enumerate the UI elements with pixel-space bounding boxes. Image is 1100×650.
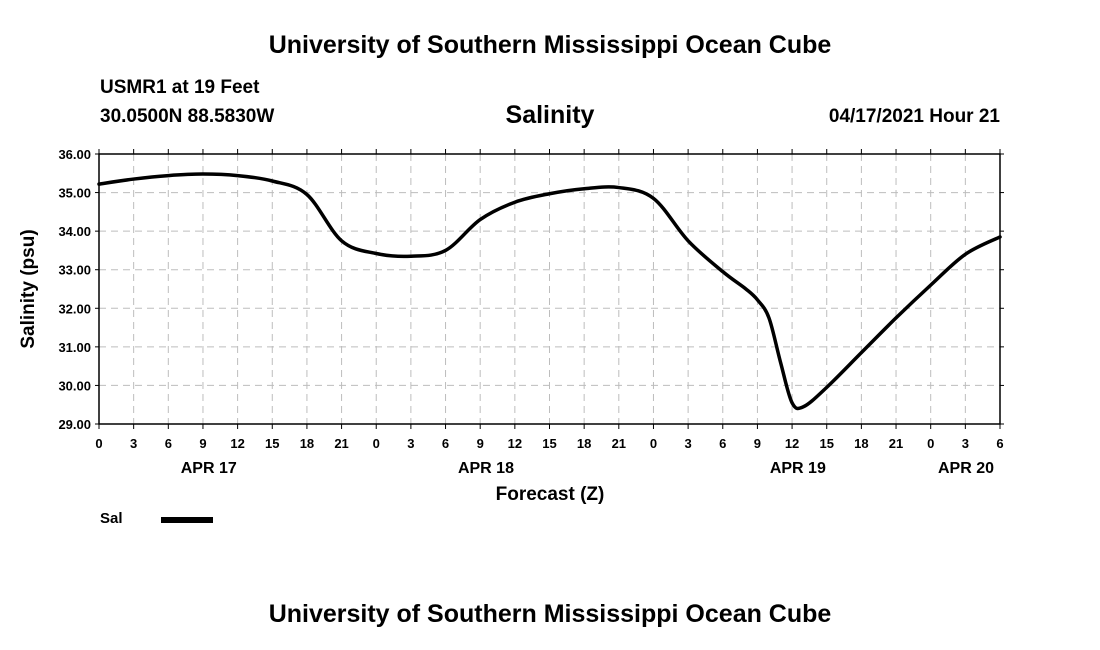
x-tick-label: 18 bbox=[300, 436, 314, 451]
x-tick-label: 0 bbox=[373, 436, 380, 451]
tick-labels: 29.00 30.00 31.00 32.00 33.00 34.00 35.00 36.00… bbox=[58, 147, 1003, 477]
x-tick-label: 3 bbox=[407, 436, 414, 451]
footer-title: University of Southern Mississippi Ocean… bbox=[268, 600, 832, 628]
x-tick-label: 0 bbox=[927, 436, 934, 451]
y-tick-label: 31.00 bbox=[58, 340, 91, 355]
x-tick-label: 18 bbox=[577, 436, 591, 451]
x-tick-label: 0 bbox=[95, 436, 102, 451]
day-label: APR 17 bbox=[181, 460, 237, 477]
x-tick-label: 15 bbox=[542, 436, 556, 451]
legend-swatch bbox=[161, 517, 213, 523]
page-title: University of Southern Mississippi Ocean… bbox=[268, 31, 832, 59]
station-label: USMR1 at 19 Feet bbox=[100, 77, 260, 98]
plot-frame bbox=[98, 153, 1001, 425]
x-tick-label: 15 bbox=[265, 436, 279, 451]
y-tick-label: 32.00 bbox=[58, 301, 91, 316]
x-tick-label: 12 bbox=[508, 436, 522, 451]
y-axis-label: Salinity (psu) bbox=[18, 229, 39, 348]
x-tick-label: 21 bbox=[612, 436, 626, 451]
x-tick-label: 21 bbox=[889, 436, 903, 451]
y-tick-label: 34.00 bbox=[58, 224, 91, 239]
x-tick-label: 3 bbox=[684, 436, 691, 451]
valid-time-label: 04/17/2021 Hour 21 bbox=[828, 106, 1000, 127]
series-line-sal bbox=[97, 172, 1002, 411]
day-label: APR 20 bbox=[938, 460, 994, 477]
x-tick-label: 9 bbox=[477, 436, 484, 451]
y-tick-label: 33.00 bbox=[58, 263, 91, 278]
x-tick-label: 6 bbox=[996, 436, 1003, 451]
grid-lines bbox=[99, 154, 1000, 424]
day-label: APR 19 bbox=[770, 460, 826, 477]
x-tick-label: 21 bbox=[334, 436, 348, 451]
x-tick-label: 6 bbox=[165, 436, 172, 451]
y-tick-label: 35.00 bbox=[58, 186, 91, 201]
x-tick-label: 6 bbox=[719, 436, 726, 451]
x-tick-label: 15 bbox=[819, 436, 833, 451]
x-tick-label: 18 bbox=[854, 436, 868, 451]
chart-title: Salinity bbox=[505, 101, 595, 129]
x-axis-label: Forecast (Z) bbox=[496, 484, 605, 505]
y-tick-label: 30.00 bbox=[58, 378, 91, 393]
x-tick-label: 3 bbox=[130, 436, 137, 451]
y-tick-label: 29.00 bbox=[58, 417, 91, 432]
x-tick-label: 6 bbox=[442, 436, 449, 451]
x-tick-label: 0 bbox=[650, 436, 657, 451]
day-label: APR 18 bbox=[458, 460, 514, 477]
x-tick-label: 3 bbox=[962, 436, 969, 451]
legend-label: Sal bbox=[100, 510, 123, 527]
x-tick-label: 9 bbox=[199, 436, 206, 451]
y-tick-label: 36.00 bbox=[58, 147, 91, 162]
series-layer bbox=[97, 172, 1002, 411]
coordinates-label: 30.0500N 88.5830W bbox=[100, 106, 275, 127]
x-tick-label: 12 bbox=[230, 436, 244, 451]
x-tick-label: 12 bbox=[785, 436, 799, 451]
x-tick-label: 9 bbox=[754, 436, 761, 451]
axis-ticks bbox=[95, 149, 1004, 429]
